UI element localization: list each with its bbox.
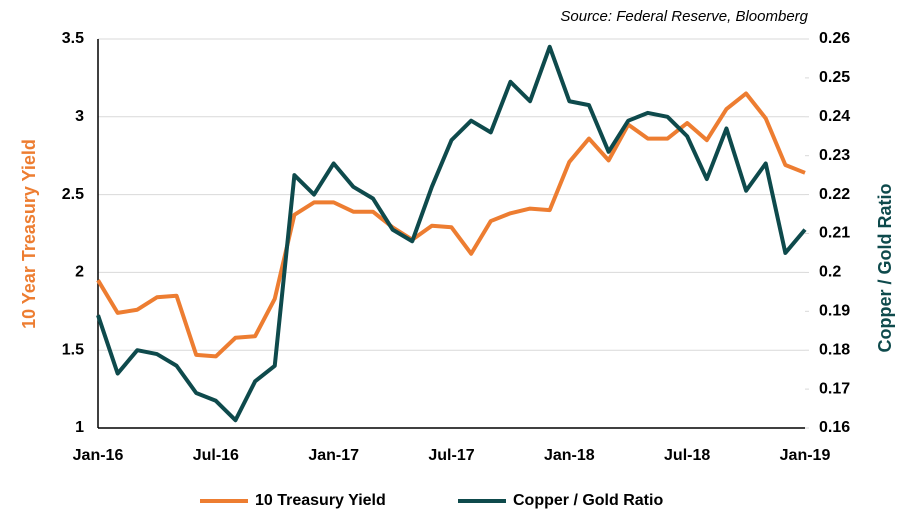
y-tick-label: 3 bbox=[75, 108, 84, 125]
y2-tick-label: 0.22 bbox=[819, 186, 850, 203]
y2-tick-label: 0.17 bbox=[819, 380, 850, 397]
x-tick-label: Jul-17 bbox=[428, 447, 474, 464]
x-tick-label: Jul-16 bbox=[193, 447, 239, 464]
y-tick-label: 3.5 bbox=[62, 30, 84, 47]
y2-tick-label: 0.18 bbox=[819, 341, 850, 358]
y-tick-label: 1 bbox=[75, 419, 84, 436]
y-tick-label: 2.5 bbox=[62, 186, 84, 203]
y-tick-label: 1.5 bbox=[62, 341, 84, 358]
x-tick-label: Jan-19 bbox=[780, 447, 831, 464]
legend-label: 10 Treasury Yield bbox=[255, 492, 386, 509]
y2-tick-label: 0.2 bbox=[819, 264, 841, 281]
y2-tick-label: 0.24 bbox=[819, 108, 850, 125]
series-line bbox=[96, 44, 807, 423]
y-tick-label: 2 bbox=[75, 264, 84, 281]
x-tick-label: Jan-16 bbox=[73, 447, 124, 464]
y-axis-label: 10 Year Treasury Yield bbox=[19, 139, 39, 329]
y2-tick-label: 0.26 bbox=[819, 30, 850, 47]
y2-axis-label: Copper / Gold Ratio bbox=[875, 183, 895, 352]
x-tick-label: Jan-17 bbox=[308, 447, 359, 464]
x-tick-label: Jul-18 bbox=[664, 447, 710, 464]
source-note: Source: Federal Reserve, Bloomberg bbox=[560, 8, 808, 25]
y2-tick-label: 0.19 bbox=[819, 303, 850, 320]
y2-tick-label: 0.25 bbox=[819, 69, 850, 86]
legend-label: Copper / Gold Ratio bbox=[513, 492, 663, 509]
y2-tick-label: 0.21 bbox=[819, 225, 850, 242]
x-tick-label: Jan-18 bbox=[544, 447, 595, 464]
series-line bbox=[96, 91, 806, 359]
y2-tick-label: 0.16 bbox=[819, 419, 850, 436]
y2-tick-label: 0.23 bbox=[819, 147, 850, 164]
